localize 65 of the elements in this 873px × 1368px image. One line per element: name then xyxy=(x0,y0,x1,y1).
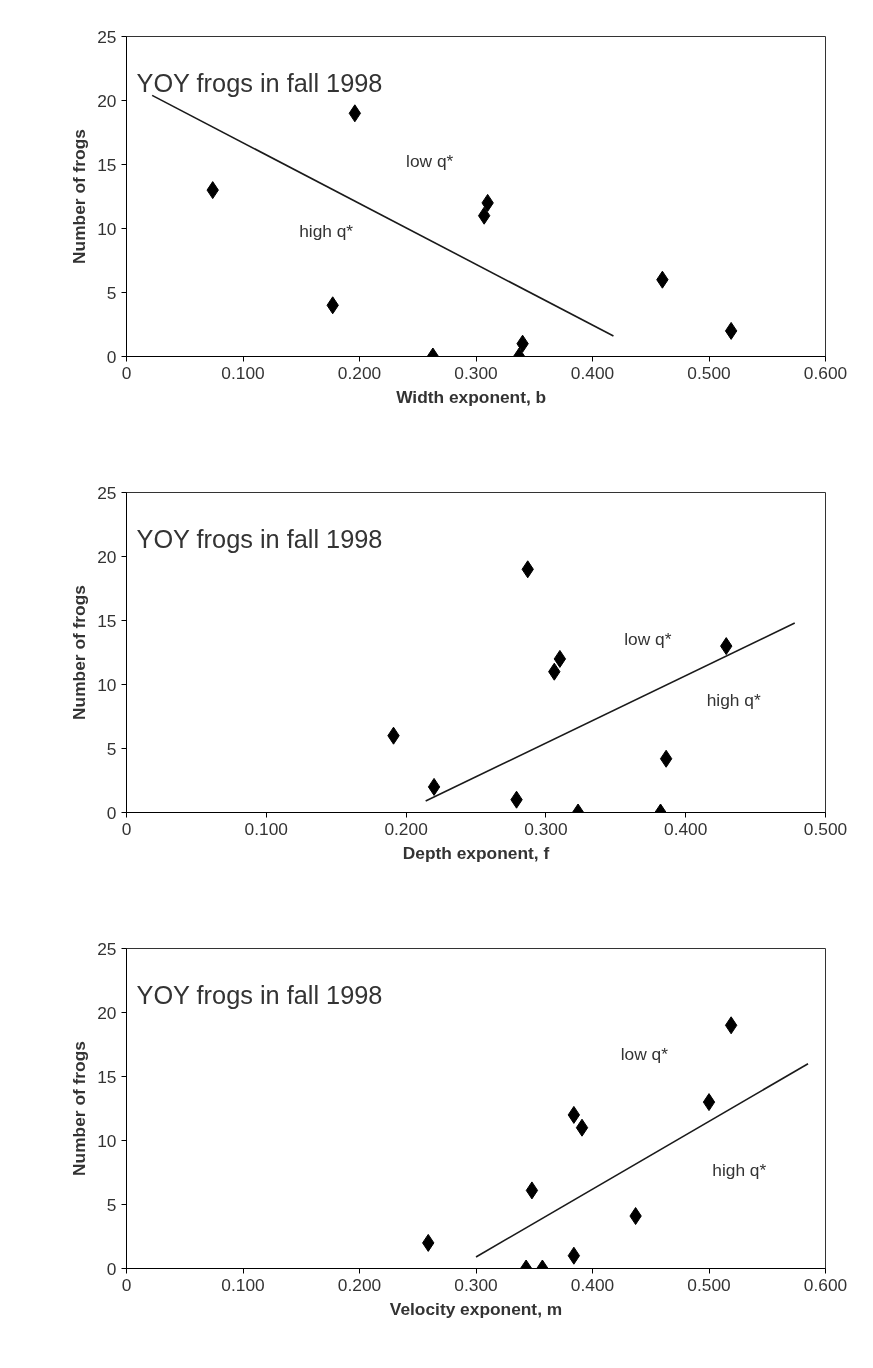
y-axis-title: Number of frogs xyxy=(69,585,90,720)
y-tick-label: 10 xyxy=(97,1130,117,1151)
point xyxy=(427,777,441,796)
x-tick-label: 0.400 xyxy=(570,362,615,383)
x-axis-title: Depth exponent, f xyxy=(402,842,550,863)
x-tick-label: 0.400 xyxy=(664,818,708,839)
point xyxy=(348,104,362,123)
text: YOY frogs in fall 1998 xyxy=(136,980,383,1009)
annotation: high q* xyxy=(299,221,354,242)
x-axis-title: Velocity exponent, m xyxy=(389,1298,563,1319)
x-tick-label: 0.300 xyxy=(524,818,568,839)
annotation: low q* xyxy=(406,150,454,171)
x-tick-label: 0.600 xyxy=(803,362,848,383)
y-tick-label: 15 xyxy=(97,1066,117,1087)
x-tick-label: 0.200 xyxy=(337,362,382,383)
y-tick-label: 0 xyxy=(106,802,117,823)
point xyxy=(724,1016,738,1035)
y-tick-label: 10 xyxy=(97,674,117,695)
x-tick-label: 0.100 xyxy=(244,818,288,839)
point xyxy=(702,1093,716,1112)
y-tick-label: 5 xyxy=(106,282,117,303)
x-tick-label: 0.300 xyxy=(454,1274,498,1295)
y-tick-label: 15 xyxy=(97,154,117,175)
x-axis-title: Width exponent, b xyxy=(396,386,547,407)
point xyxy=(575,1118,589,1137)
x-tick-label: 0.500 xyxy=(803,818,848,839)
y-tick-label: 0 xyxy=(106,346,117,367)
point xyxy=(525,1181,539,1200)
x-tick-label: 0 xyxy=(121,818,132,839)
y-tick-label: 5 xyxy=(106,738,117,759)
x-tick-label: 0.500 xyxy=(687,362,731,383)
x-tick-label: 0.600 xyxy=(803,1274,848,1295)
annotation: low q* xyxy=(620,1043,669,1064)
point xyxy=(659,749,673,768)
x-tick-label: 0.100 xyxy=(221,362,265,383)
x-tick-label: 0 xyxy=(121,362,132,383)
x-tick-label: 0.200 xyxy=(384,818,428,839)
y-tick-label: 15 xyxy=(97,610,117,631)
y-tick-label: 25 xyxy=(97,482,117,503)
y-tick-label: 20 xyxy=(97,90,117,111)
y-axis-title: Number of frogs xyxy=(69,129,90,264)
y-tick-label: 0 xyxy=(106,1258,117,1279)
point xyxy=(724,321,738,340)
x-tick-label: 0.200 xyxy=(337,1274,382,1295)
y-axis-title: Number of frogs xyxy=(69,1041,90,1176)
x-tick-label: 0.300 xyxy=(454,362,498,383)
y-tick-label: 25 xyxy=(97,26,117,47)
x-tick-label: 0.400 xyxy=(570,1274,615,1295)
point xyxy=(477,206,491,225)
y-tick-label: 25 xyxy=(97,938,117,959)
y-tick-label: 10 xyxy=(97,218,117,239)
text: YOY frogs in fall 1998 xyxy=(136,524,383,553)
x-tick-label: 0.500 xyxy=(687,1274,731,1295)
annotation: low q* xyxy=(624,629,672,650)
y-tick-label: 20 xyxy=(97,546,117,567)
text: YOY frogs in fall 1998 xyxy=(136,68,383,97)
x-tick-label: 0.100 xyxy=(221,1274,265,1295)
x-tick-label: 0 xyxy=(121,1274,132,1295)
annotation: high q* xyxy=(706,690,761,711)
point xyxy=(567,1105,581,1124)
point xyxy=(567,1246,581,1265)
y-tick-label: 20 xyxy=(97,1002,117,1023)
point xyxy=(553,649,567,668)
annotation: high q* xyxy=(712,1160,767,1181)
y-tick-label: 5 xyxy=(106,1194,117,1215)
